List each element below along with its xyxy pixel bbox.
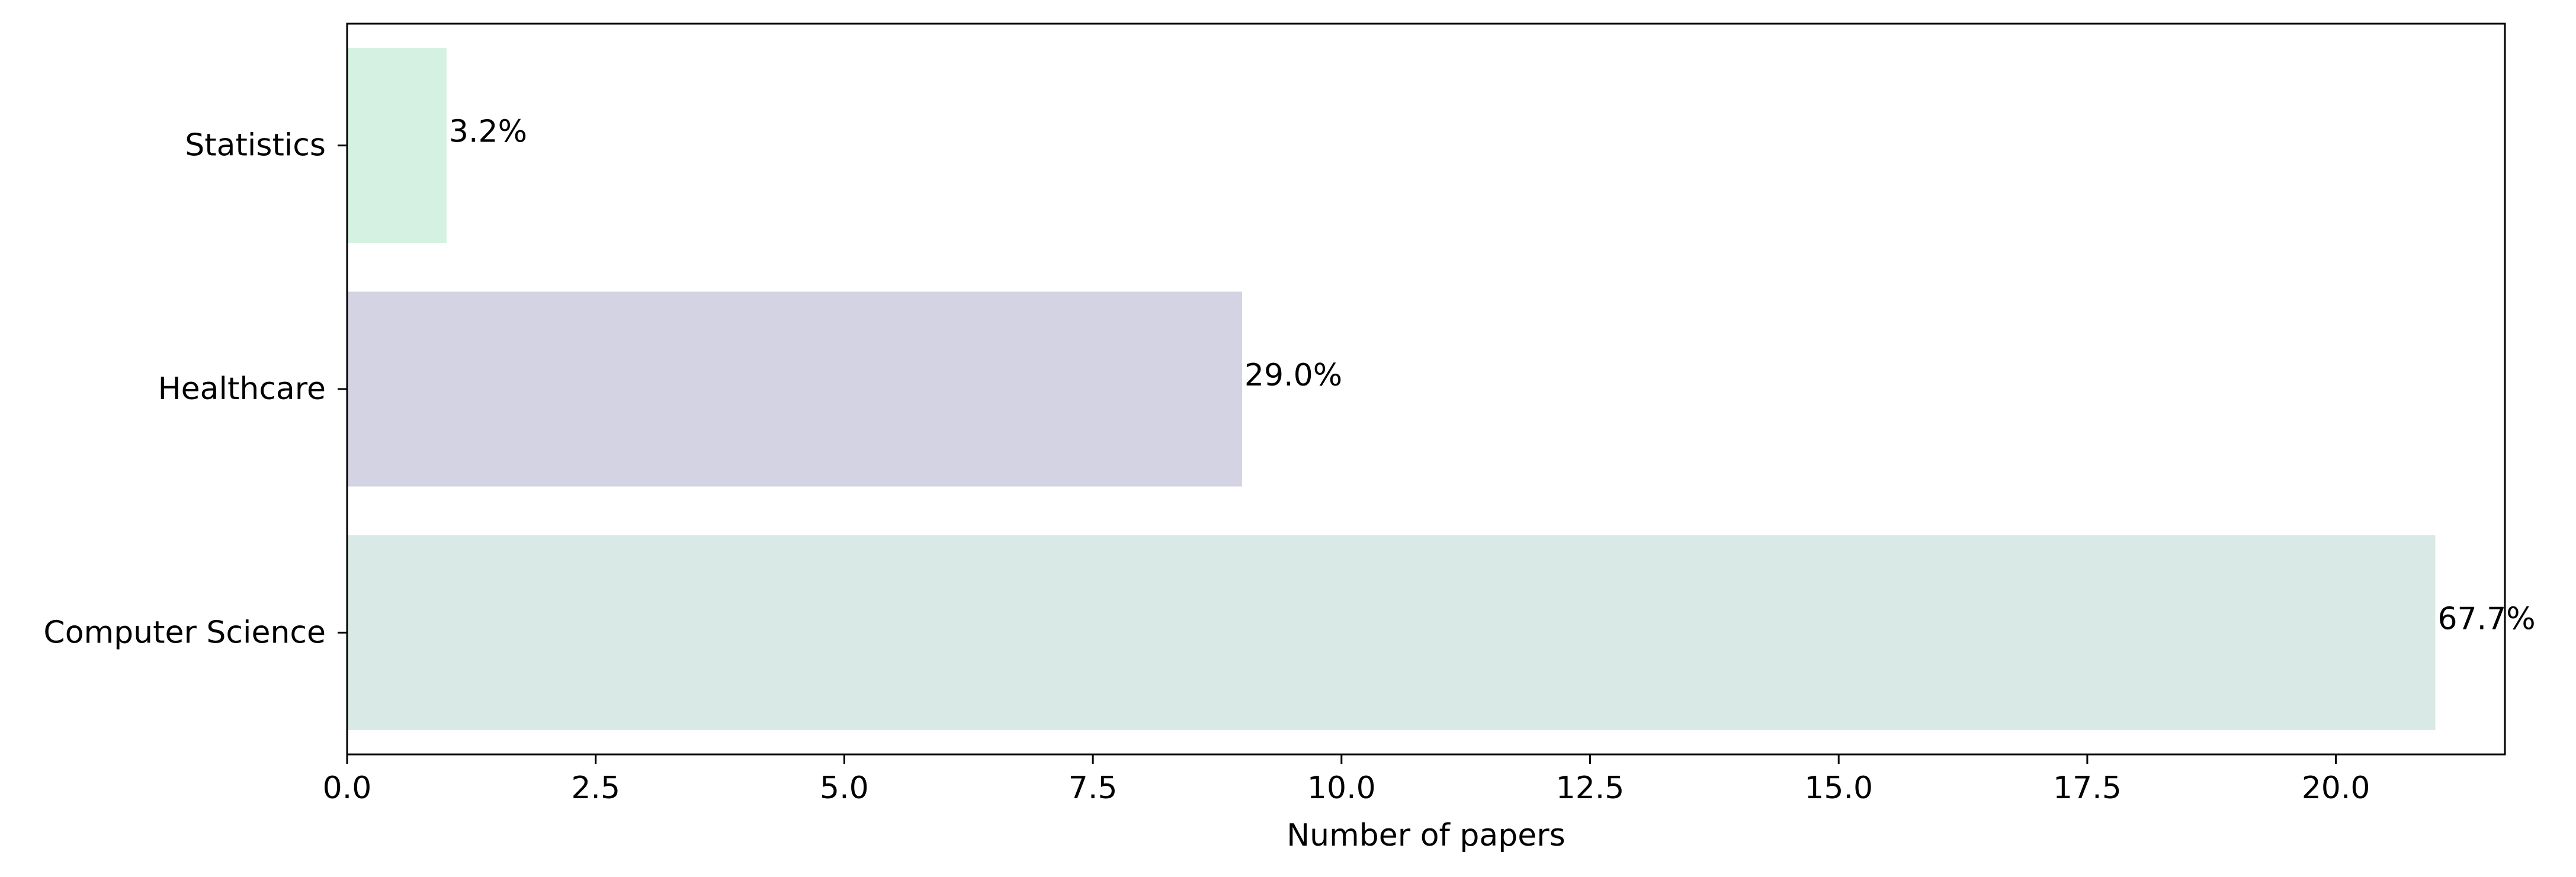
x-tick-label: 5.0	[820, 770, 869, 806]
bar-value-label: 67.7%	[2437, 601, 2535, 637]
x-axis-label: Number of papers	[1287, 818, 1565, 853]
x-tick-label: 0.0	[323, 770, 372, 806]
x-tick-label: 10.0	[1307, 770, 1376, 806]
x-tick-label: 2.5	[571, 770, 620, 806]
bar	[347, 48, 447, 243]
bar	[347, 535, 2436, 730]
x-tick-label: 17.5	[2053, 770, 2122, 806]
bar-value-label: 3.2%	[449, 114, 527, 150]
x-tick-label: 7.5	[1069, 770, 1118, 806]
x-tick-label: 12.5	[1556, 770, 1625, 806]
y-tick-label: Computer Science	[43, 615, 326, 650]
bar-value-label: 29.0%	[1244, 358, 1342, 393]
y-tick-label: Statistics	[185, 128, 326, 163]
y-axis: Computer Science Healthcare Statistics	[43, 128, 347, 650]
bars-group	[347, 48, 2436, 730]
x-tick-label: 20.0	[2302, 770, 2370, 806]
bar-labels-group: 67.7% 29.0% 3.2%	[449, 114, 2536, 637]
bar	[347, 291, 1242, 487]
x-axis: 0.0 2.5 5.0 7.5 10.0 12.5 15.0 17.5 20.0	[323, 754, 2370, 806]
x-tick-label: 15.0	[1804, 770, 1873, 806]
y-tick-label: Healthcare	[158, 371, 326, 407]
